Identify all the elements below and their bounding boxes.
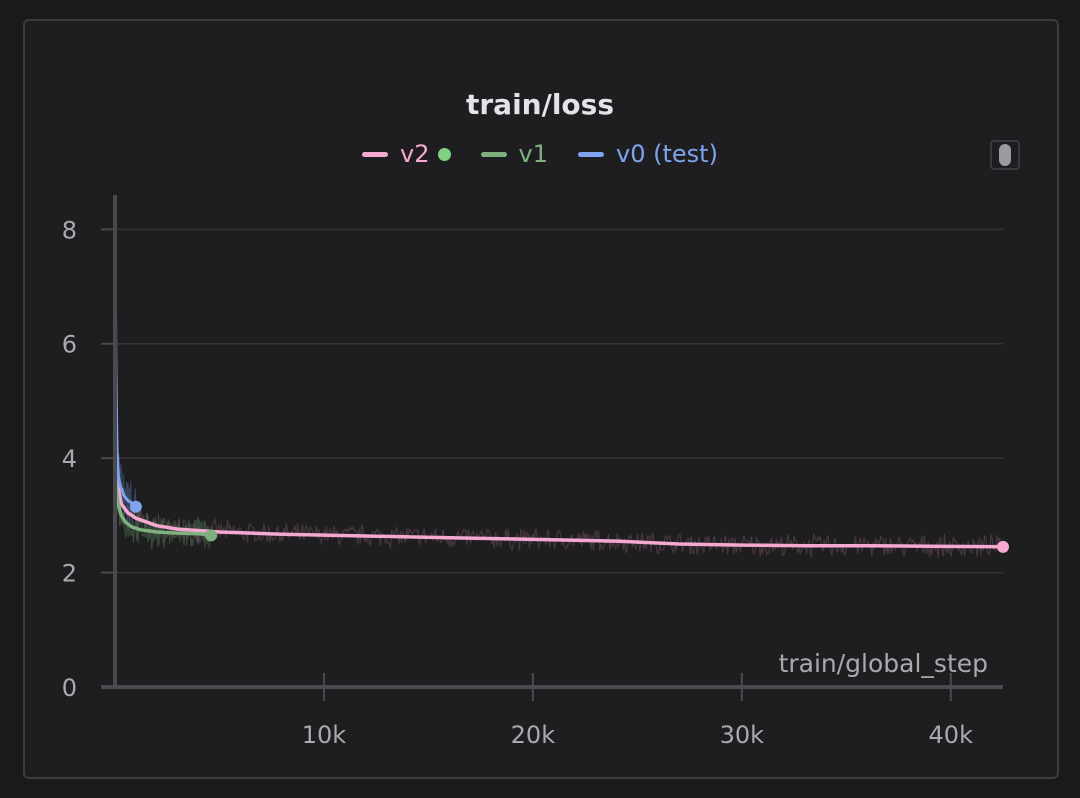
legend-swatch-v0-test — [578, 151, 605, 157]
x-tick-label: 40k — [929, 721, 974, 749]
y-tick-label: 2 — [62, 560, 77, 588]
chart-panel — [23, 19, 1059, 779]
axis-layer: 0 2 4 6 8 10k 20k 30k 40k — [62, 195, 1003, 749]
x-tick-label: 30k — [720, 721, 765, 749]
legend-label-v2: v2 — [400, 140, 430, 168]
legend-swatch-v1 — [480, 151, 507, 157]
legend-label-v1: v1 — [518, 140, 549, 168]
chart-title: train/loss — [465, 88, 614, 121]
series-line-v0-test — [113, 233, 138, 509]
legend-swatch-v2 — [362, 151, 389, 157]
scroll-thumb-icon — [999, 144, 1011, 166]
series-end-marker-v0-test — [129, 500, 142, 513]
series-end-marker-v1 — [205, 529, 218, 542]
legend-item-v0-test[interactable]: v0 (test) — [578, 140, 718, 168]
series-layer — [113, 233, 1009, 553]
series-end-marker-v2 — [997, 540, 1009, 553]
grid-layer — [115, 228, 1003, 574]
y-tick-label: 0 — [62, 674, 77, 702]
legend-status-dot — [437, 147, 451, 161]
legend-item-v1[interactable]: v1 — [480, 140, 549, 168]
y-tick-label: 8 — [62, 216, 77, 244]
x-tick-label: 20k — [511, 721, 556, 749]
raw-noise-band — [115, 375, 1003, 559]
y-tick-label: 4 — [62, 445, 77, 473]
legend: v2 v1 v0 (test) — [0, 140, 1080, 168]
y-tick-label: 6 — [62, 331, 77, 359]
series-line-v2 — [113, 399, 1005, 549]
raw-noise-v2 — [122, 505, 1003, 559]
x-axis-label: train/global_step — [779, 649, 988, 678]
series-line-v1 — [113, 462, 213, 538]
legend-scroll-toggle[interactable] — [990, 140, 1020, 170]
x-tick-label: 10k — [302, 721, 347, 749]
legend-label-v0-test: v0 (test) — [616, 140, 718, 168]
legend-item-v2[interactable]: v2 — [362, 140, 451, 168]
